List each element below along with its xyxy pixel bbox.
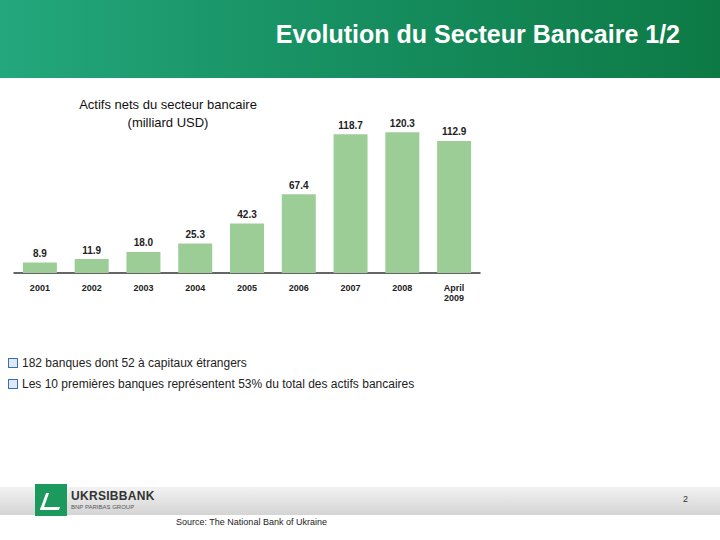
svg-text:67.4: 67.4 — [289, 180, 309, 191]
svg-text:120.3: 120.3 — [390, 118, 415, 129]
html-text:UKRSIBBANK: UKRSIBBANK — [71, 488, 155, 503]
svg-text:2009: 2009 — [444, 293, 464, 303]
svg-text:42.3: 42.3 — [237, 209, 257, 220]
svg-text:2006: 2006 — [289, 283, 309, 293]
svg-text:112.9: 112.9 — [442, 126, 467, 137]
html-text:Evolution du Secteur Bancaire: Evolution du Secteur Bancaire 1/2 — [275, 20, 680, 48]
svg-text:18.0: 18.0 — [134, 237, 154, 248]
html-text:2: 2 — [683, 494, 688, 504]
svg-text:Actifs nets du secteur bancair: Actifs nets du secteur bancaire — [79, 97, 257, 112]
svg-text:2005: 2005 — [237, 283, 257, 293]
svg-text:April: April — [444, 283, 465, 293]
svg-text:25.3: 25.3 — [185, 229, 205, 240]
svg-text:8.9: 8.9 — [33, 248, 47, 259]
html-text:Les 10 premières banques repré: Les 10 premières banques représentent 53… — [22, 377, 415, 391]
html-text:182 banques dont 52 à capitaux: 182 banques dont 52 à capitaux étrangers — [22, 356, 247, 370]
svg-text:2001: 2001 — [30, 283, 50, 293]
svg-text:2007: 2007 — [341, 283, 361, 293]
html-text:Source: The National Bank of U: Source: The National Bank of Ukraine — [176, 517, 327, 527]
svg-text:2003: 2003 — [133, 283, 153, 293]
svg-text:2008: 2008 — [392, 283, 412, 293]
svg-text:2002: 2002 — [82, 283, 102, 293]
svg-text:2004: 2004 — [185, 283, 205, 293]
svg-text:(milliard USD): (milliard USD) — [128, 115, 209, 130]
html-text:BNP PARIBAS GROUP: BNP PARIBAS GROUP — [71, 503, 135, 510]
svg-text:118.7: 118.7 — [338, 120, 363, 131]
svg-text:11.9: 11.9 — [82, 245, 101, 256]
